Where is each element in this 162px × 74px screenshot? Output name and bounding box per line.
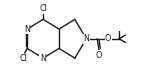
Text: N: N <box>24 25 30 34</box>
Text: N: N <box>83 34 89 43</box>
Text: Cl: Cl <box>39 4 47 13</box>
Text: O: O <box>105 34 111 43</box>
Text: O: O <box>96 51 102 60</box>
Text: Cl: Cl <box>20 54 28 63</box>
Text: N: N <box>40 54 46 63</box>
